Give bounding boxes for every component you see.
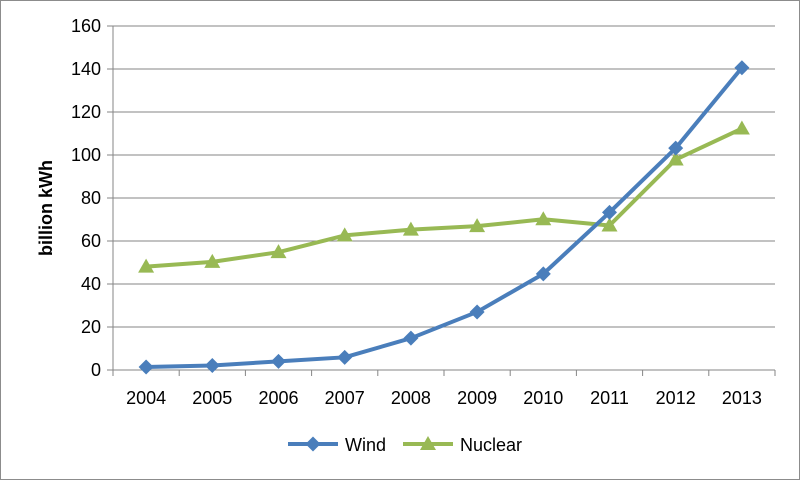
y-axis-label: billion kWh bbox=[36, 160, 56, 256]
nuclear-line bbox=[144, 126, 744, 269]
legend-swatch-marker bbox=[305, 436, 321, 452]
nuclear-point bbox=[138, 258, 155, 273]
legend-item-nuclear: Nuclear bbox=[403, 435, 522, 455]
x-tick-label: 2005 bbox=[192, 388, 232, 408]
wind-point bbox=[138, 359, 154, 375]
series-group bbox=[138, 60, 750, 375]
wind-point bbox=[403, 330, 419, 346]
wind-line bbox=[144, 65, 744, 369]
series-wind bbox=[138, 60, 750, 375]
nuclear-point bbox=[204, 253, 221, 268]
x-tick-labels: 2004 2005 2006 2007 2008 2009 2010 2011 2012 2013 bbox=[126, 388, 762, 408]
legend: Wind Nuclear bbox=[288, 435, 522, 455]
nuclear-point bbox=[469, 218, 486, 233]
y-tick-label: 20 bbox=[81, 317, 101, 337]
x-tick-label: 2006 bbox=[258, 388, 298, 408]
x-tick-label: 2011 bbox=[590, 388, 629, 408]
y-tick-label: 40 bbox=[81, 274, 101, 294]
y-tick-label: 60 bbox=[81, 231, 101, 251]
wind-point bbox=[271, 353, 286, 369]
x-tick-label: 2012 bbox=[656, 388, 696, 408]
x-tick-label: 2008 bbox=[391, 388, 431, 408]
nuclear-point bbox=[336, 227, 353, 242]
y-tick-label: 100 bbox=[71, 145, 101, 165]
nuclear-point bbox=[733, 120, 750, 135]
y-tick-label: 140 bbox=[71, 59, 101, 79]
legend-label: Nuclear bbox=[460, 435, 522, 455]
y-tick-label: 80 bbox=[81, 188, 101, 208]
wind-point bbox=[535, 266, 551, 282]
wind-point bbox=[602, 204, 617, 220]
x-tick-label: 2013 bbox=[722, 388, 762, 408]
wind-point bbox=[204, 357, 220, 373]
x-tick-label: 2010 bbox=[523, 388, 563, 408]
wind-point bbox=[469, 304, 485, 320]
series-nuclear bbox=[138, 120, 750, 273]
nuclear-point bbox=[667, 151, 684, 166]
axes bbox=[107, 25, 776, 376]
nuclear-point bbox=[402, 221, 419, 236]
nuclear-point bbox=[601, 217, 618, 232]
legend-swatch-marker bbox=[420, 436, 436, 450]
legend-item-wind: Wind bbox=[288, 435, 386, 455]
gridlines bbox=[113, 25, 775, 328]
nuclear-point bbox=[535, 211, 552, 226]
wind-point bbox=[734, 60, 750, 76]
x-tick-label: 2004 bbox=[126, 388, 166, 408]
wind-point bbox=[668, 140, 684, 156]
legend-label: Wind bbox=[345, 435, 386, 455]
y-tick-label: 120 bbox=[71, 102, 101, 122]
wind-point bbox=[337, 349, 353, 365]
x-tick-label: 2007 bbox=[325, 388, 365, 408]
x-tick-label: 2009 bbox=[457, 388, 497, 408]
y-tick-label: 160 bbox=[71, 16, 101, 36]
nuclear-point bbox=[270, 244, 287, 259]
y-tick-labels: 0 20 40 60 80 100 120 140 160 bbox=[71, 16, 101, 380]
y-tick-label: 0 bbox=[91, 360, 101, 380]
